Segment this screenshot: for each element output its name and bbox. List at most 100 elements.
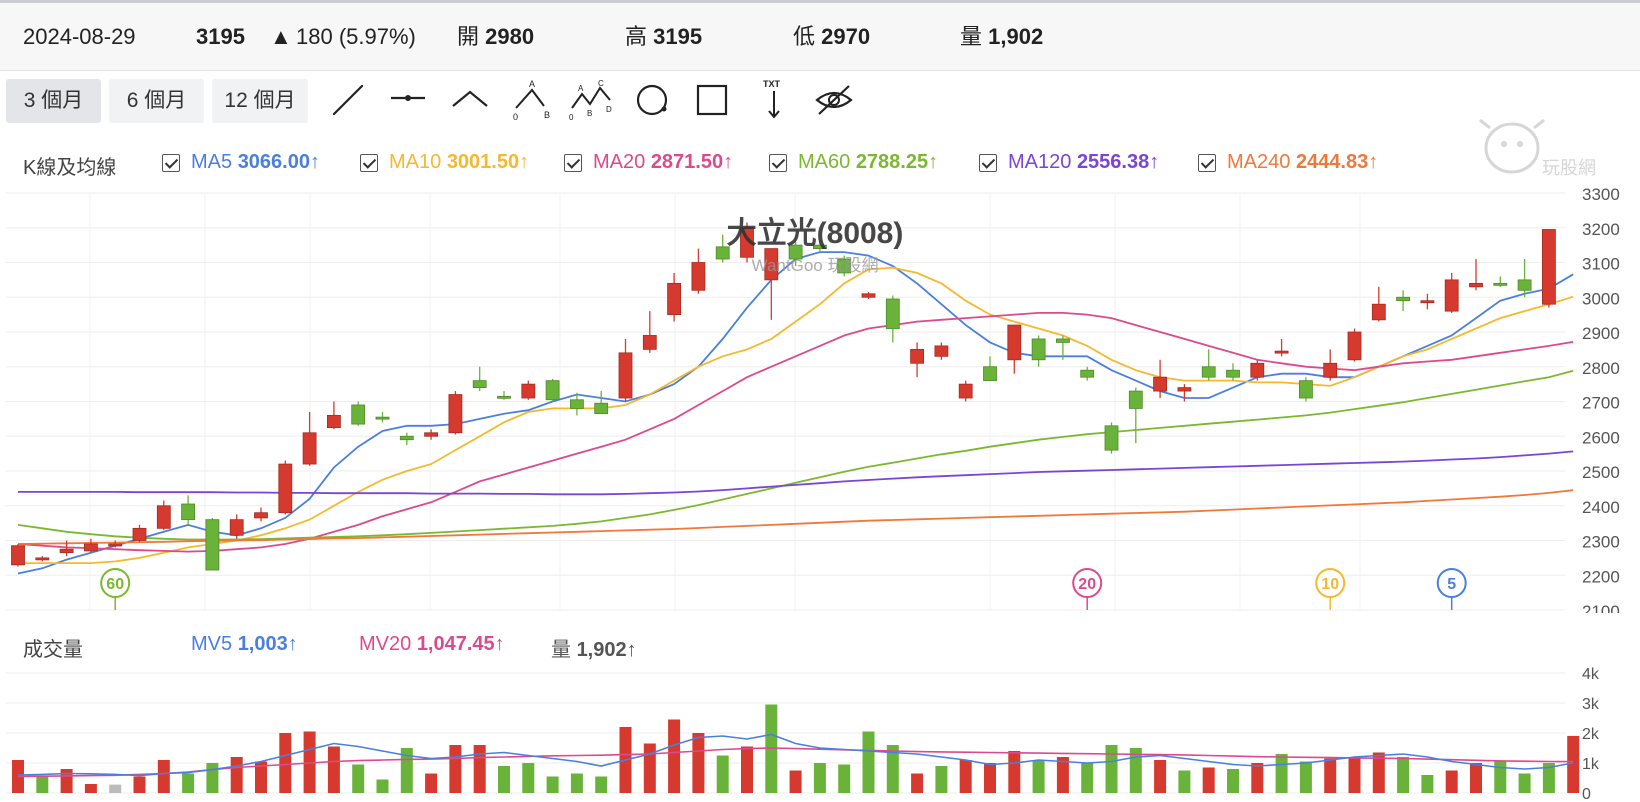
- top-border: [0, 0, 1640, 3]
- volume-bar: [1542, 763, 1555, 793]
- volume-bar: [157, 760, 170, 793]
- ma10-name: MA10: [389, 151, 442, 173]
- price-tick-label: 2100: [1582, 602, 1620, 613]
- volume-bar: [1494, 761, 1507, 793]
- quote-high: 高 3195: [625, 3, 702, 71]
- candle-body: [715, 246, 730, 260]
- volume-legend-label: 成交量: [23, 639, 83, 661]
- candle-body: [813, 244, 827, 249]
- ma5-name: MA5: [191, 151, 233, 173]
- ma-legend: K線及均線 MA5 3066.00↑ MA10 3001.50↑ MA20 28…: [0, 143, 1640, 183]
- text-arrow-icon[interactable]: TXT: [752, 78, 798, 124]
- ma240-checkbox[interactable]: [1198, 154, 1216, 172]
- ma10-value: 3001.50: [446, 151, 520, 173]
- price-gridlines: [6, 192, 1565, 611]
- volume-mv5-line: [17, 733, 1574, 777]
- candle-body: [181, 503, 196, 521]
- quote-open-label: 開: [457, 24, 480, 49]
- price-tick-label: 2800: [1582, 359, 1620, 378]
- abcd-pattern-icon[interactable]: 0 A B C D: [568, 78, 614, 124]
- volume-legend: 成交量 MV5 1,003↑ MV20 1,047.45↑ 量 1,902↑: [0, 625, 1640, 665]
- volume-ma-lines: [17, 733, 1574, 778]
- candle-body: [399, 435, 414, 441]
- svg-text:C: C: [598, 79, 604, 88]
- ma60-dir-icon: ↑: [928, 151, 939, 173]
- trend-line-icon[interactable]: [326, 78, 372, 124]
- horizontal-line-icon[interactable]: [385, 78, 431, 124]
- quote-date: 2024-08-29: [23, 24, 136, 49]
- ma120-name: MA120: [1008, 151, 1072, 173]
- ma20-dir-icon: ↑: [723, 151, 734, 173]
- mv20-legend: MV20 1,047.45↑: [359, 633, 505, 656]
- rectangle-icon[interactable]: [690, 78, 736, 124]
- moving-average-lines: [17, 251, 1574, 575]
- volume-bar: [36, 776, 49, 793]
- candle-body: [84, 543, 98, 552]
- ma60-name: MA60: [798, 151, 851, 173]
- volume-bar: [1227, 769, 1239, 793]
- candle-body: [1007, 324, 1022, 361]
- candle-body: [1153, 376, 1167, 392]
- price-tick-label: 3200: [1582, 220, 1620, 239]
- candle-body: [156, 505, 171, 529]
- volume-mv20-line: [17, 747, 1574, 778]
- candle-body: [618, 352, 633, 399]
- candle-body: [1128, 390, 1143, 409]
- volume-bar: [230, 757, 243, 793]
- candle-body: [1056, 338, 1070, 343]
- candle-body: [545, 380, 560, 401]
- quote-price: 3195: [196, 24, 245, 49]
- svg-text:0: 0: [513, 112, 518, 122]
- candle-body: [59, 548, 74, 554]
- candle-body: [229, 519, 244, 536]
- ma-marker-circle: [1315, 568, 1346, 598]
- volume-bar: [182, 773, 195, 793]
- ma-marker-label: 20: [1078, 576, 1096, 593]
- volume-bar: [1081, 763, 1094, 793]
- range-12-months-button[interactable]: 12 個月: [212, 79, 308, 123]
- price-chart[interactable]: 2100 2200 2300 2400 2500 2600 2700 2800 2900 3000…: [0, 183, 1640, 613]
- range-3-months-button[interactable]: 3 個月: [6, 79, 101, 123]
- volume-bar: [1324, 758, 1337, 793]
- volume-bar: [279, 733, 292, 793]
- volume-bar: [473, 745, 486, 793]
- volume-bar: [449, 745, 462, 793]
- volume-bar: [1567, 735, 1580, 793]
- price-tick-label: 2600: [1582, 428, 1620, 447]
- candle-body: [448, 394, 463, 434]
- svg-text:B: B: [544, 110, 550, 120]
- volume-bar: [984, 763, 996, 793]
- chart-subtitle: WantGoo 玩股網: [752, 256, 879, 275]
- ma-line-ma20: [17, 311, 1574, 553]
- volume-bar: [1154, 760, 1167, 793]
- candle-body: [1396, 296, 1410, 302]
- angle-line-icon[interactable]: [447, 78, 493, 124]
- ma-line-ma240: [17, 489, 1574, 545]
- candle-body: [1542, 229, 1556, 305]
- chart-title: 大立光(8008): [727, 216, 904, 250]
- ma5-checkbox[interactable]: [162, 154, 180, 172]
- volume-bar: [595, 776, 608, 793]
- ma120-dir-icon: ↑: [1149, 151, 1160, 173]
- volume-bar: [813, 763, 826, 793]
- candle-body: [302, 432, 317, 465]
- quote-low-label: 低: [793, 24, 816, 49]
- range-6-months-button[interactable]: 6 個月: [109, 79, 204, 123]
- volume-chart[interactable]: 4k 3k 2k 1k 0: [0, 660, 1640, 802]
- ma120-checkbox[interactable]: [979, 154, 997, 172]
- mv20-name: MV20: [359, 633, 412, 655]
- volume-bar: [376, 779, 389, 793]
- ma60-checkbox[interactable]: [769, 154, 787, 172]
- ma20-name: MA20: [593, 151, 646, 173]
- ma20-checkbox[interactable]: [564, 154, 582, 172]
- quote-high-label: 高: [625, 24, 648, 49]
- hide-drawings-icon[interactable]: [811, 78, 857, 124]
- circle-icon[interactable]: [630, 78, 676, 124]
- volume-bar: [133, 776, 146, 793]
- ma10-checkbox[interactable]: [360, 154, 378, 172]
- price-tick-label: 2200: [1582, 567, 1620, 586]
- volume-bar: [1008, 751, 1021, 793]
- abc-pattern-icon[interactable]: 0 A B: [508, 78, 554, 124]
- candle-body: [1347, 331, 1362, 361]
- candle-body: [1323, 362, 1338, 378]
